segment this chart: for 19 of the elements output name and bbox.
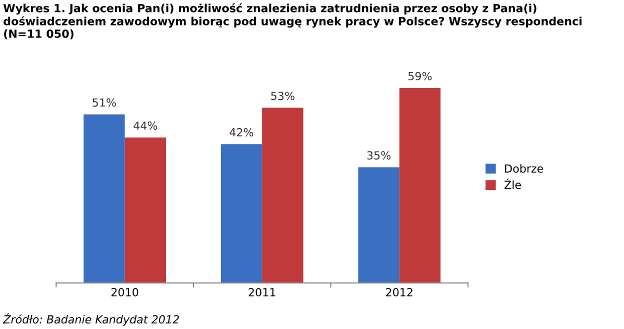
data-label: 42% [230, 128, 254, 136]
bar [124, 138, 166, 283]
bar [399, 88, 441, 283]
x-tick-label: 2010 [111, 288, 138, 296]
legend-label: Dobrze [505, 164, 544, 173]
data-label: 35% [367, 151, 391, 160]
data-label: 44% [134, 121, 158, 130]
bar [262, 108, 304, 283]
chart-title: Wykres 1. Jak ocenia Pan(i) możliwość znalezienia zatrudnienia przez osoby z Pana(i) doświadczeniem zawodowym biorąc pod uwagę rynek pracy w Polsce? Wszyscy respondenci (N=11 050) [3, 3, 582, 40]
bar [358, 167, 400, 283]
data-label: 51% [92, 98, 116, 107]
data-label: 53% [271, 92, 294, 100]
legend-label: Źle [504, 178, 521, 190]
data-label: 59% [408, 72, 432, 80]
bar [84, 114, 125, 283]
text: Źródło: Badanie Kandydat 2012 [2, 313, 179, 326]
bar [220, 144, 262, 283]
x-tick-label: 2011 [248, 288, 276, 296]
x-tick-label: 2012 [386, 288, 412, 296]
